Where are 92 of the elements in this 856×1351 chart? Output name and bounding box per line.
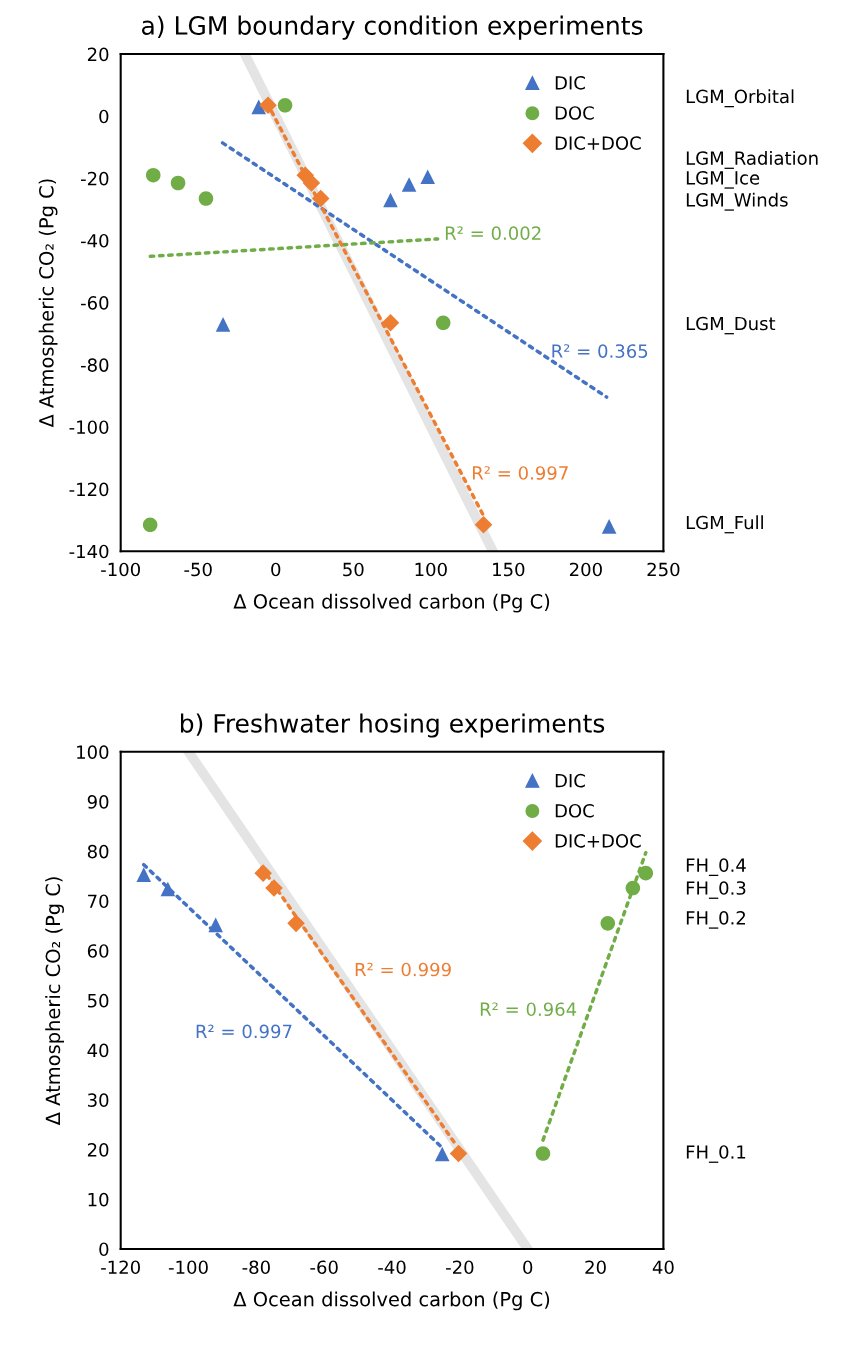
x-tick-label: -50 bbox=[184, 562, 212, 577]
y-tick-label: 20 bbox=[87, 1143, 109, 1157]
legend-label: DIC+DOC bbox=[555, 136, 641, 150]
point bbox=[601, 519, 617, 534]
y-tick-label: 0 bbox=[99, 1242, 109, 1257]
series-label: R² = 0.365 bbox=[552, 344, 648, 358]
y-tick-label: 30 bbox=[87, 1093, 109, 1107]
legend-label: DIC bbox=[555, 773, 585, 788]
text: FH_0.3 bbox=[686, 881, 746, 899]
y-tick-label: -40 bbox=[80, 233, 109, 248]
y-tick-label: 50 bbox=[88, 993, 109, 1008]
x-tick-label: -100 bbox=[168, 1260, 208, 1275]
text: FH_0.2 bbox=[686, 911, 745, 929]
point bbox=[277, 98, 293, 113]
x-tick-label: 100 bbox=[415, 562, 447, 577]
series-label: R² = 0.997 bbox=[196, 1024, 292, 1039]
x-tick-label: 0 bbox=[523, 1260, 533, 1275]
y-tick-label: -120 bbox=[69, 482, 109, 497]
y-tick-label: -140 bbox=[69, 544, 109, 559]
point bbox=[401, 177, 417, 192]
text: FH_0.1 bbox=[686, 1145, 746, 1163]
point bbox=[434, 1146, 450, 1162]
point bbox=[215, 317, 231, 332]
point bbox=[142, 517, 158, 533]
point bbox=[287, 914, 305, 933]
point bbox=[136, 867, 152, 882]
point bbox=[311, 189, 330, 208]
y-tick-label: -80 bbox=[80, 358, 109, 372]
point bbox=[259, 96, 277, 115]
y-axis-title: Δ Atmospheric CO₂ (Pg C) bbox=[38, 179, 58, 428]
text: LGM_Full bbox=[686, 515, 763, 534]
point bbox=[381, 314, 400, 332]
x-tick-label: 200 bbox=[569, 562, 602, 577]
y-tick-label: 70 bbox=[88, 894, 109, 909]
point bbox=[302, 174, 321, 192]
point bbox=[600, 916, 616, 931]
point bbox=[160, 881, 176, 897]
x-tick-label: -80 bbox=[242, 1260, 270, 1275]
x-tick-label: -20 bbox=[446, 1260, 474, 1275]
text: LGM_Dust bbox=[686, 316, 776, 335]
point bbox=[383, 192, 398, 208]
y-tick-label: 100 bbox=[77, 745, 109, 759]
legend-label: DOC bbox=[555, 106, 594, 120]
point bbox=[265, 879, 283, 897]
series-label: R² = 0.997 bbox=[472, 466, 568, 480]
y-tick-label: 0 bbox=[99, 109, 109, 124]
point bbox=[208, 917, 223, 933]
x-tick-label: 20 bbox=[585, 1260, 606, 1275]
series-label: R² = 0.002 bbox=[445, 226, 541, 240]
text: LGM_Orbital bbox=[686, 89, 794, 108]
y-tick-label: 10 bbox=[88, 1192, 109, 1207]
y-tick-label: 80 bbox=[87, 844, 109, 859]
x-tick-label: 40 bbox=[652, 1260, 674, 1275]
text: LGM_Winds bbox=[686, 192, 788, 211]
point bbox=[254, 864, 272, 882]
text: LGM_Radiation bbox=[686, 150, 818, 169]
series-label: R² = 0.964 bbox=[480, 1002, 577, 1017]
x-tick-label: 250 bbox=[647, 562, 680, 577]
x-tick-label: -60 bbox=[310, 1260, 338, 1275]
y-tick-label: -20 bbox=[80, 171, 109, 186]
y-tick-label: 40 bbox=[87, 1043, 109, 1058]
chart-title: b) Freshwater hosing experiments bbox=[180, 713, 605, 738]
point bbox=[435, 315, 451, 331]
y-tick-label: -60 bbox=[80, 296, 109, 310]
text: FH_0.4 bbox=[686, 858, 746, 876]
y-tick-label: 20 bbox=[87, 47, 109, 62]
point bbox=[145, 167, 161, 183]
point bbox=[449, 1144, 468, 1163]
text: LGM_Ice bbox=[686, 170, 760, 189]
point bbox=[474, 516, 493, 534]
y-tick-label: 60 bbox=[87, 944, 109, 958]
x-axis-title: Δ Ocean dissolved carbon (Pg C) bbox=[233, 1291, 550, 1311]
point bbox=[625, 880, 641, 896]
x-tick-label: 50 bbox=[343, 562, 364, 577]
point bbox=[170, 175, 186, 191]
point bbox=[638, 865, 654, 881]
series-label: R² = 0.999 bbox=[355, 962, 451, 977]
x-tick-label: 0 bbox=[271, 562, 281, 577]
y-axis-title: Δ Atmospheric CO₂ (Pg C) bbox=[45, 877, 65, 1126]
x-tick-label: -40 bbox=[378, 1260, 406, 1275]
point bbox=[420, 169, 435, 185]
y-tick-label: -100 bbox=[69, 420, 109, 435]
chart-title: a) LGM boundary condition experiments bbox=[142, 15, 643, 40]
x-tick-label: 150 bbox=[493, 562, 525, 577]
legend-label: DIC+DOC bbox=[555, 834, 641, 848]
y-tick-label: 90 bbox=[87, 795, 109, 809]
x-axis-title: Δ Ocean dissolved carbon (Pg C) bbox=[233, 593, 550, 613]
legend-label: DIC bbox=[555, 76, 585, 90]
point bbox=[535, 1146, 551, 1161]
legend-label: DOC bbox=[555, 803, 594, 818]
point bbox=[251, 99, 266, 115]
point bbox=[198, 191, 214, 206]
